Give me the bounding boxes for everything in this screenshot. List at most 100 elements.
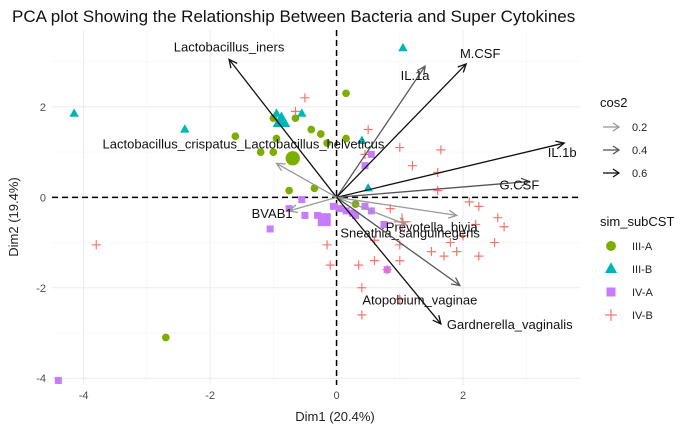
data-point-iii-a — [269, 148, 278, 156]
data-point-iv-a — [342, 207, 350, 215]
legend-cos2-arrowhead — [612, 122, 621, 132]
data-point-iv-b — [471, 219, 481, 230]
y-tick-label: -2 — [36, 283, 46, 295]
chart-title: PCA plot Showing the Relationship Betwee… — [12, 7, 575, 26]
centroid-iv-a — [317, 213, 331, 227]
vector-arrow-line — [336, 142, 565, 198]
data-point-iii-b — [297, 108, 307, 117]
data-point-iv-b — [395, 294, 405, 304]
vector-label: Lactobacillus_iners — [174, 39, 285, 54]
plot-grid — [52, 30, 580, 385]
legend-cos2-label: 0.6 — [632, 168, 647, 180]
y-axis-title: Dim2 (19.4%) — [6, 177, 21, 256]
data-point-iv-b — [354, 260, 364, 270]
data-point-iii-a — [316, 130, 325, 138]
reference-lines — [52, 30, 580, 385]
centroid-iii-a — [285, 151, 300, 166]
data-point-iii-b — [271, 108, 282, 117]
data-point-iii-a — [256, 148, 265, 156]
data-point-iii-a — [285, 186, 293, 195]
legend-symbol-iii-b — [604, 262, 618, 274]
legend-symbol-iii-a — [606, 241, 616, 251]
vector-arrow-head — [228, 58, 238, 69]
legend-cos2-arrowhead — [612, 168, 621, 178]
data-point-iv-b — [357, 310, 367, 320]
data-point-iv-a — [301, 211, 309, 219]
data-point-iv-a — [352, 211, 360, 219]
data-point-iv-a — [314, 211, 322, 219]
y-tick-label: 2 — [40, 102, 46, 114]
vector-label: Sneathia_sanguinegens — [340, 225, 480, 240]
x-axis-title: Dim1 (20.4%) — [295, 409, 374, 424]
data-point-iv-b — [439, 251, 449, 261]
x-tick-label: -2 — [205, 390, 215, 402]
data-point-iii-a — [307, 125, 316, 134]
data-point-iv-b — [300, 93, 310, 103]
data-point-iv-a — [329, 202, 337, 210]
data-point-iv-b — [464, 197, 474, 207]
data-point-iv-b — [407, 161, 417, 171]
data-point-iv-b — [322, 240, 332, 250]
vector-label: G.CSF — [500, 177, 540, 192]
vector-label: Prevotella_bivia — [386, 219, 479, 234]
x-tick-label: -4 — [79, 390, 89, 402]
legend-title-subcst: sim_subCST — [600, 214, 674, 229]
vector-arrow-line — [336, 196, 461, 287]
data-point-iv-b — [452, 247, 462, 257]
vector-arrow-head — [416, 64, 426, 76]
vector-arrow-head — [287, 204, 299, 214]
y-tick-label: 0 — [40, 192, 46, 204]
vector-label: IL.1a — [401, 68, 431, 83]
data-point-iv-b — [490, 237, 500, 248]
data-point-iii-a — [161, 333, 170, 342]
data-point-iv-b — [395, 256, 405, 266]
data-point-iv-b — [499, 222, 509, 232]
data-point-iv-b — [369, 256, 380, 266]
vector-label: BVAB1 — [252, 206, 293, 221]
data-point-iv-a — [380, 220, 388, 228]
vector-label: Atopobium_vaginae — [362, 293, 477, 308]
vector-arrow-line — [336, 196, 457, 217]
legend-symbol-iv-b — [605, 309, 617, 321]
data-point-iii-b — [398, 42, 408, 52]
data-point-iv-a — [298, 196, 306, 204]
data-point-iii-a — [323, 139, 331, 147]
data-point-iv-b — [325, 260, 335, 270]
data-point-iii-a — [231, 132, 240, 141]
data-point-iv-a — [367, 150, 375, 158]
observation-points — [54, 42, 509, 384]
data-point-iv-a — [361, 202, 369, 210]
data-point-iii-b — [69, 108, 79, 117]
centroid-iii-b — [272, 111, 291, 127]
vector-arrow-head — [457, 62, 468, 73]
vector-label: Lactobacillus_crispatus_Lactobacillus_he… — [103, 136, 385, 151]
data-point-iii-b — [180, 124, 190, 133]
vector-arrow-line — [228, 58, 338, 198]
data-point-iii-a — [272, 134, 281, 143]
data-point-iv-b — [290, 106, 300, 116]
x-tick-label: 2 — [460, 390, 466, 402]
data-point-iv-b — [474, 251, 484, 261]
legend-cos2-label: 0.2 — [632, 122, 647, 134]
vector-arrow-head — [432, 315, 442, 326]
data-point-iv-b — [357, 283, 367, 293]
data-point-iv-b — [433, 185, 443, 196]
x-tick-label: 0 — [333, 390, 339, 402]
data-point-iv-b — [474, 201, 484, 211]
vector-arrow-head — [520, 177, 531, 187]
data-point-iv-a — [266, 225, 274, 233]
data-point-iv-b — [91, 240, 101, 250]
vector-arrow-head — [450, 277, 462, 287]
vector-arrow-head — [275, 162, 286, 172]
legend-cos2-label: 0.4 — [632, 145, 647, 157]
vector-arrow-line — [288, 196, 337, 212]
vector-arrow-line — [336, 180, 530, 198]
legend-title-cos2: cos2 — [600, 95, 627, 110]
vector-arrow-head — [397, 217, 408, 226]
variable-vectors: Lactobacillus_iners IL.1a M.CSF IL.1b G.CSF P… — [103, 39, 577, 332]
vector-arrow-line — [336, 196, 407, 226]
data-point-iv-b — [382, 265, 392, 275]
data-point-iv-b — [363, 124, 373, 135]
data-point-iv-a — [361, 162, 369, 170]
